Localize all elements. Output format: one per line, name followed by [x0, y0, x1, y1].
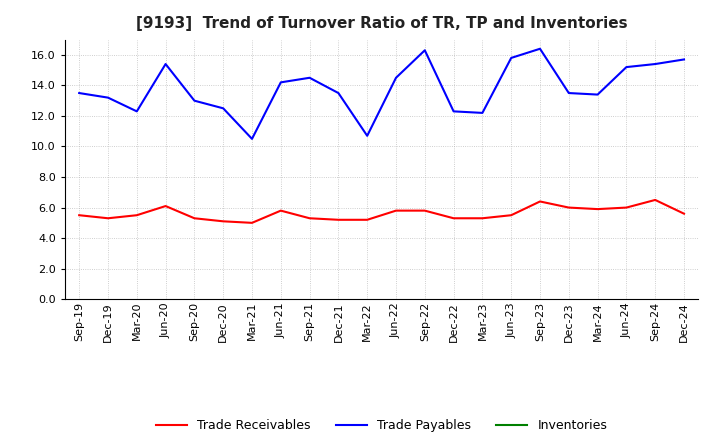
- Trade Receivables: [622, 205, 631, 210]
- Trade Payables: [593, 92, 602, 97]
- Trade Receivables: [219, 219, 228, 224]
- Trade Receivables: [449, 216, 458, 221]
- Trade Receivables: [132, 213, 141, 218]
- Trade Payables: [680, 57, 688, 62]
- Trade Payables: [104, 95, 112, 100]
- Trade Receivables: [276, 208, 285, 213]
- Trade Receivables: [593, 206, 602, 212]
- Trade Payables: [276, 80, 285, 85]
- Trade Payables: [392, 75, 400, 81]
- Trade Payables: [248, 136, 256, 142]
- Line: Trade Payables: Trade Payables: [79, 49, 684, 139]
- Trade Payables: [478, 110, 487, 116]
- Trade Payables: [190, 98, 199, 103]
- Trade Payables: [536, 46, 544, 51]
- Trade Payables: [622, 64, 631, 70]
- Trade Receivables: [190, 216, 199, 221]
- Trade Receivables: [363, 217, 372, 223]
- Trade Payables: [651, 62, 660, 67]
- Trade Payables: [363, 133, 372, 139]
- Trade Receivables: [161, 203, 170, 209]
- Trade Payables: [420, 48, 429, 53]
- Trade Payables: [219, 106, 228, 111]
- Trade Payables: [132, 109, 141, 114]
- Trade Receivables: [75, 213, 84, 218]
- Trade Payables: [449, 109, 458, 114]
- Trade Payables: [75, 90, 84, 95]
- Trade Receivables: [305, 216, 314, 221]
- Trade Receivables: [420, 208, 429, 213]
- Trade Payables: [507, 55, 516, 61]
- Trade Receivables: [104, 216, 112, 221]
- Trade Payables: [564, 90, 573, 95]
- Trade Receivables: [507, 213, 516, 218]
- Trade Payables: [161, 62, 170, 67]
- Trade Payables: [334, 90, 343, 95]
- Trade Receivables: [248, 220, 256, 225]
- Trade Receivables: [651, 197, 660, 202]
- Trade Receivables: [478, 216, 487, 221]
- Title: [9193]  Trend of Turnover Ratio of TR, TP and Inventories: [9193] Trend of Turnover Ratio of TR, TP…: [136, 16, 627, 32]
- Trade Receivables: [536, 199, 544, 204]
- Line: Trade Receivables: Trade Receivables: [79, 200, 684, 223]
- Trade Receivables: [334, 217, 343, 223]
- Trade Receivables: [392, 208, 400, 213]
- Legend: Trade Receivables, Trade Payables, Inventories: Trade Receivables, Trade Payables, Inven…: [151, 414, 612, 437]
- Trade Payables: [305, 75, 314, 81]
- Trade Receivables: [564, 205, 573, 210]
- Trade Receivables: [680, 211, 688, 216]
